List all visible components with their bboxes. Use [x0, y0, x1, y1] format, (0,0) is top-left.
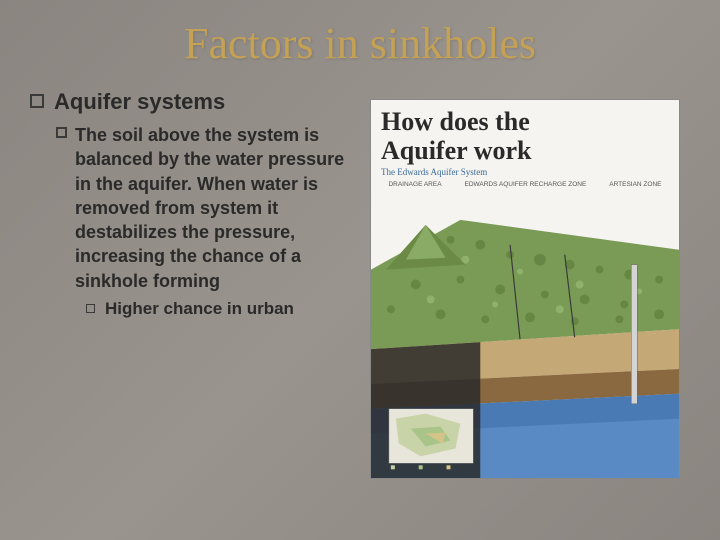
bullet-level-2: The soil above the system is balanced by…: [56, 123, 360, 293]
content-row: Aquifer systems The soil above the syste…: [0, 69, 720, 479]
diagram-title-line2: Aquifer work: [381, 136, 531, 165]
square-bullet-icon: [30, 94, 44, 108]
diagram-subtitle: The Edwards Aquifer System: [371, 167, 679, 181]
bullet-1-text: Aquifer systems: [54, 89, 225, 115]
zone-label: DRAINAGE AREA: [388, 181, 441, 189]
bullet-level-1: Aquifer systems: [30, 89, 360, 115]
slide-container: Factors in sinkholes Aquifer systems The…: [0, 0, 720, 540]
zone-label: EDWARDS AQUIFER RECHARGE ZONE: [464, 181, 586, 189]
bullet-2-text: The soil above the system is balanced by…: [75, 123, 360, 293]
slide-title: Factors in sinkholes: [0, 0, 720, 69]
diagram-title: How does the Aquifer work: [371, 100, 679, 167]
image-column: How does the Aquifer work The Edwards Aq…: [370, 89, 690, 479]
terrain-illustration: [371, 210, 679, 478]
bullet-level-3: Higher chance in urban: [86, 299, 360, 319]
zone-label: ARTESIAN ZONE: [609, 181, 661, 189]
square-bullet-icon: [56, 127, 67, 138]
aquifer-diagram: How does the Aquifer work The Edwards Aq…: [370, 99, 680, 479]
bullet-3-text: Higher chance in urban: [105, 299, 294, 319]
text-column: Aquifer systems The soil above the syste…: [30, 89, 370, 479]
diagram-title-line1: How does the: [381, 107, 530, 136]
square-bullet-icon: [86, 304, 95, 313]
diagram-zone-labels: DRAINAGE AREA EDWARDS AQUIFER RECHARGE Z…: [371, 181, 679, 189]
